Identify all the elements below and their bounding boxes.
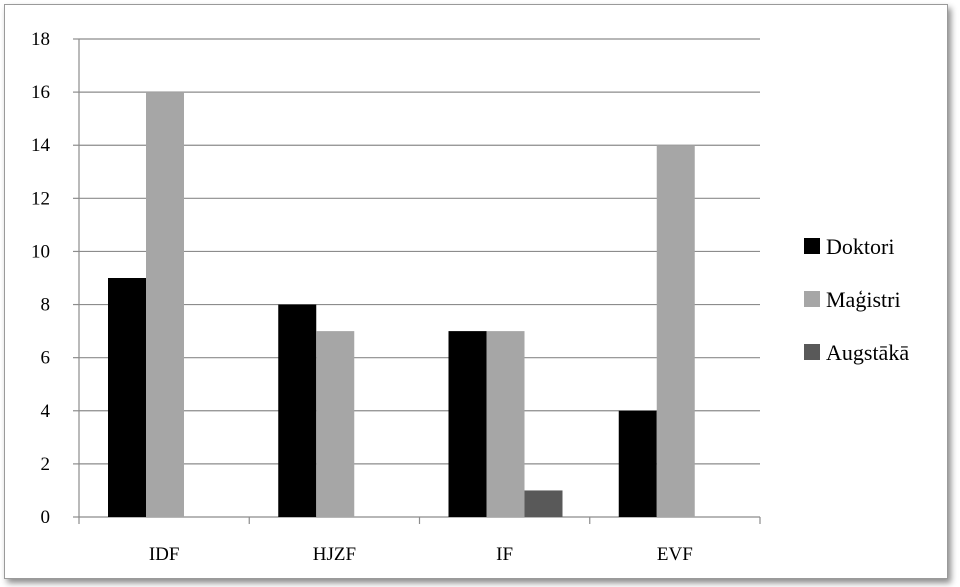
legend-label: Doktori bbox=[826, 234, 894, 259]
x-tick-label: IF bbox=[496, 544, 513, 565]
bars bbox=[108, 92, 695, 517]
y-tick-label: 12 bbox=[31, 188, 50, 209]
legend: Doktori Maģistri Augstākā bbox=[804, 234, 909, 365]
y-tick-label: 4 bbox=[41, 401, 51, 422]
x-axis-tick-labels: IDF HJZF IF EVF bbox=[149, 544, 693, 565]
bar-maģistri bbox=[486, 331, 525, 517]
y-tick-label: 8 bbox=[41, 295, 51, 316]
y-axis-tick-labels: 0 2 4 6 8 10 12 14 16 18 bbox=[31, 29, 51, 528]
y-tick-label: 10 bbox=[31, 241, 50, 262]
bar-maģistri bbox=[656, 145, 695, 517]
bar-maģistri bbox=[146, 92, 184, 517]
legend-label: Maģistri bbox=[826, 287, 901, 312]
y-tick-label: 18 bbox=[31, 29, 50, 50]
x-tick-label: IDF bbox=[149, 544, 180, 565]
legend-swatch bbox=[804, 344, 820, 360]
y-tick-label: 6 bbox=[41, 348, 51, 369]
y-tick-label: 2 bbox=[41, 454, 51, 475]
x-tick-label: EVF bbox=[657, 544, 693, 565]
legend-swatch bbox=[804, 238, 820, 254]
legend-swatch bbox=[804, 291, 820, 307]
legend-label: Augstākā bbox=[826, 340, 909, 365]
bar-doktori bbox=[278, 304, 317, 517]
x-tick-label: HJZF bbox=[313, 544, 356, 565]
gridlines bbox=[73, 38, 760, 518]
bar-doktori bbox=[618, 410, 657, 517]
bar-doktori bbox=[448, 331, 487, 517]
y-tick-label: 0 bbox=[41, 507, 51, 528]
y-tick-label: 16 bbox=[31, 82, 50, 103]
bar-augstākā bbox=[524, 490, 563, 517]
bar-doktori bbox=[108, 278, 146, 517]
y-tick-label: 14 bbox=[31, 135, 51, 156]
bar-maģistri bbox=[316, 331, 355, 517]
